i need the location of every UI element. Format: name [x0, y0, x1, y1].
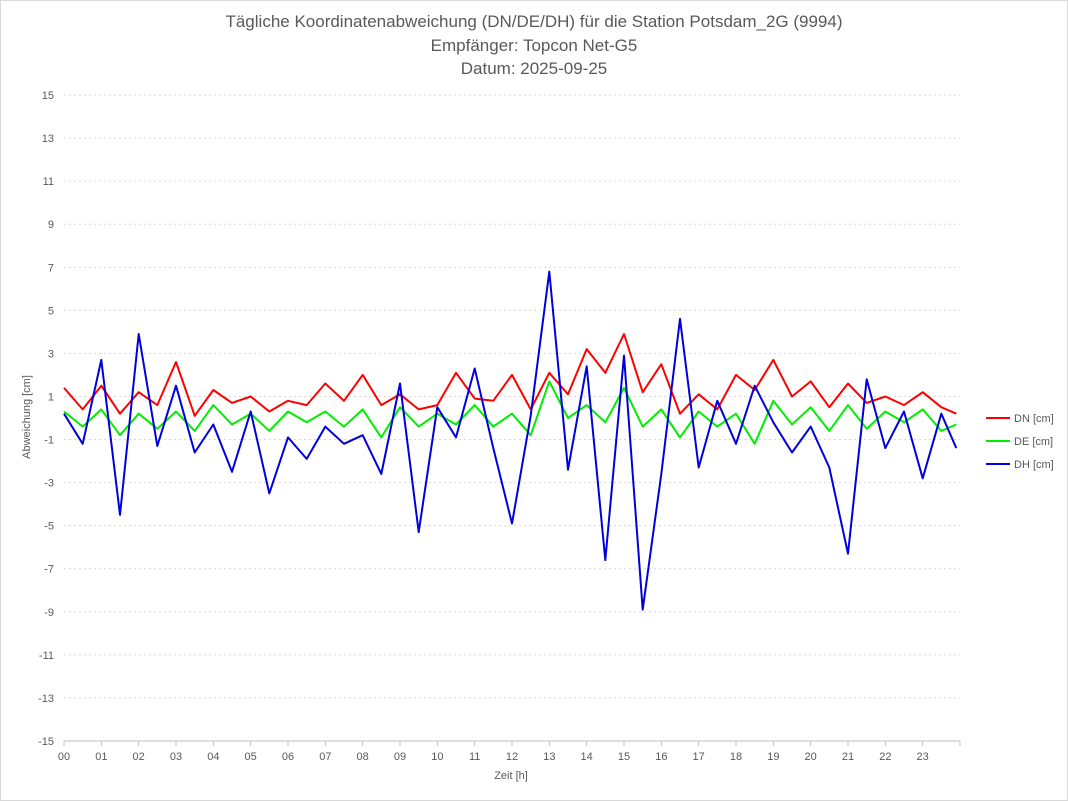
y-tick-label: 5 [48, 305, 54, 317]
x-tick-label: 23 [917, 751, 929, 763]
x-tick-label: 18 [730, 751, 742, 763]
x-tick-label: 03 [170, 751, 182, 763]
y-axis-ticks: 15 13 11 9 7 5 3 1 -1 -3 -5 -7 -9 -11 -13 -15 [38, 90, 54, 748]
x-tick-label: 10 [431, 751, 443, 763]
y-tick-label: -11 [39, 650, 54, 662]
x-tick-label: 19 [767, 751, 779, 763]
chart-legend: DN [cm] DE [cm] DH [cm] [986, 413, 1054, 471]
x-tick-label: 09 [394, 751, 406, 763]
series-lines [63, 270, 958, 611]
y-tick-label: -5 [44, 521, 54, 533]
x-axis-label: Zeit [h] [494, 770, 528, 782]
legend-label: DH [cm] [1014, 459, 1054, 471]
chart-title-line-2: Empfänger: Topcon Net-G5 [431, 36, 638, 55]
x-tick-label: 07 [319, 751, 331, 763]
legend-label: DE [cm] [1014, 436, 1053, 448]
y-tick-label: 15 [42, 90, 54, 102]
y-tick-label: 7 [48, 262, 54, 274]
x-tick-label: 21 [842, 751, 854, 763]
x-tick-label: 11 [469, 751, 480, 763]
y-tick-label: 3 [48, 348, 54, 360]
legend-label: DN [cm] [1014, 413, 1054, 425]
chart-title-line-3: Datum: 2025-09-25 [461, 59, 607, 78]
x-tick-label: 04 [207, 751, 219, 763]
series-line-de [63, 380, 957, 445]
x-tick-label: 12 [506, 751, 518, 763]
x-axis-ticks: 00 01 02 03 04 05 06 07 08 09 10 11 12 13 14 15 16 17 18 19… [58, 741, 961, 763]
x-tick-label: 22 [879, 751, 891, 763]
y-tick-label: -3 [44, 478, 54, 490]
y-tick-label: -1 [44, 435, 54, 447]
x-tick-label: 17 [693, 751, 705, 763]
x-tick-label: 06 [282, 751, 294, 763]
y-tick-label: -7 [44, 564, 54, 576]
y-tick-label: 1 [48, 391, 54, 403]
x-tick-label: 01 [95, 751, 107, 763]
y-tick-label: 9 [48, 219, 54, 231]
series-line-dn [63, 333, 957, 417]
y-axis-label: Abweichung [cm] [21, 375, 33, 459]
y-tick-label: 11 [43, 176, 54, 188]
x-tick-label: 00 [58, 751, 70, 763]
x-tick-label: 16 [655, 751, 667, 763]
x-tick-label: 05 [245, 751, 257, 763]
x-tick-label: 08 [357, 751, 369, 763]
y-tick-label: -15 [38, 736, 54, 748]
y-tick-label: -13 [38, 693, 54, 705]
x-tick-label: 13 [543, 751, 555, 763]
x-tick-label: 20 [805, 751, 817, 763]
x-tick-label: 14 [581, 751, 593, 763]
y-tick-label: 13 [42, 133, 54, 145]
y-tick-label: -9 [44, 607, 54, 619]
x-tick-label: 02 [133, 751, 145, 763]
x-tick-label: 15 [618, 751, 630, 763]
series-line-dh [63, 270, 958, 611]
chart-title-line-1: Tägliche Koordinatenabweichung (DN/DE/DH… [225, 12, 842, 31]
